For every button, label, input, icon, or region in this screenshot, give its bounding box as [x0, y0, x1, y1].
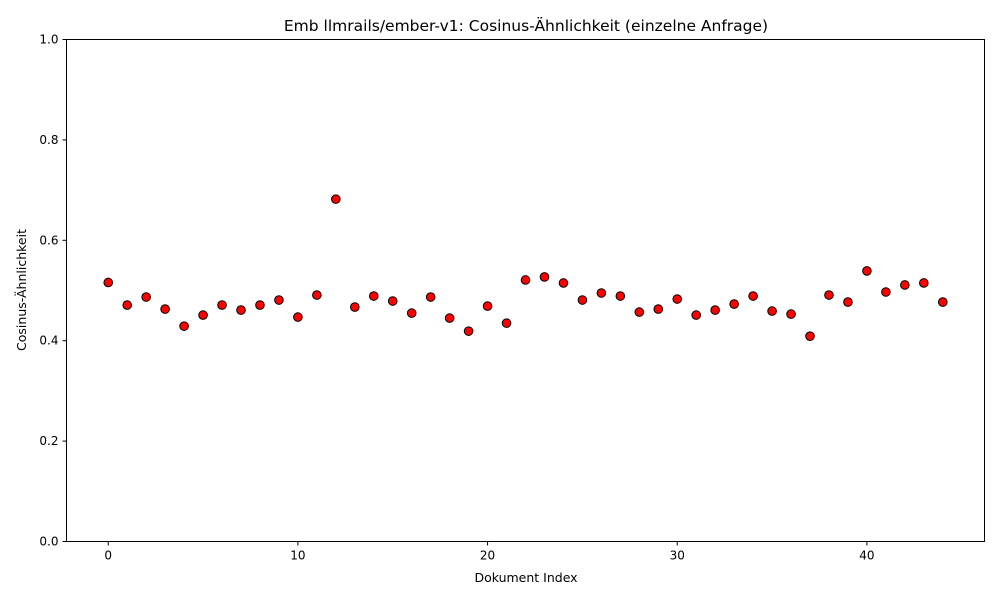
data-point: [501, 318, 512, 328]
data-point: [558, 278, 569, 288]
data-point: [862, 266, 872, 276]
x-tick-label: 30: [670, 549, 685, 563]
plot-frame: [66, 39, 985, 542]
data-point: [179, 321, 189, 331]
data-point: [141, 292, 151, 302]
data-point: [198, 310, 208, 320]
y-tick-label: 0.6: [39, 233, 58, 247]
data-point: [805, 331, 815, 341]
x-axis: 0 10 20 30 40: [104, 541, 875, 563]
x-tick-label: 0: [104, 549, 112, 563]
data-point: [122, 300, 132, 310]
y-tick-label: 0.4: [39, 334, 58, 348]
data-point: [843, 297, 853, 307]
data-point: [463, 326, 474, 336]
x-tick-label: 20: [480, 549, 495, 563]
data-point: [425, 292, 436, 302]
data-point: [786, 309, 796, 319]
data-point: [919, 278, 929, 288]
data-point: [160, 304, 170, 314]
data-point: [255, 300, 265, 310]
data-point: [274, 295, 284, 305]
data-point: [672, 294, 683, 304]
plot-area: [103, 194, 948, 341]
data-point: [217, 300, 227, 310]
y-tick-label: 0.8: [39, 133, 58, 147]
y-tick-label: 1.0: [39, 33, 58, 47]
data-point: [691, 310, 702, 320]
data-point: [539, 272, 550, 282]
y-axis-label: Cosinus-Ähnlichkeit: [14, 229, 29, 351]
data-point: [881, 287, 891, 297]
chart-title: Emb llmrails/ember-v1: Cosinus-Ähnlichke…: [284, 16, 768, 35]
x-tick-label: 40: [859, 549, 874, 563]
y-axis: 0.0 0.2 0.4 0.6 0.8 1.0: [39, 33, 67, 549]
data-point: [444, 313, 455, 323]
data-point: [615, 291, 626, 301]
x-tick-label: 10: [290, 549, 305, 563]
data-point: [596, 288, 607, 298]
data-point: [767, 306, 777, 316]
x-axis-label: Dokument Index: [474, 570, 577, 585]
data-point: [293, 312, 303, 322]
y-tick-label: 0.2: [39, 434, 58, 448]
data-point: [900, 280, 910, 290]
data-point: [520, 275, 531, 285]
data-point: [312, 290, 322, 300]
data-point: [937, 297, 948, 307]
data-point: [103, 277, 114, 288]
data-point: [710, 305, 720, 315]
data-point: [653, 304, 664, 314]
data-point: [236, 305, 246, 315]
data-point: [482, 301, 493, 311]
data-point: [577, 295, 588, 305]
data-point: [634, 307, 645, 317]
data-point: [387, 296, 398, 306]
data-point: [824, 290, 834, 300]
y-tick-label: 0.0: [39, 535, 58, 549]
data-point: [349, 302, 360, 312]
data-point: [406, 308, 417, 318]
data-point: [368, 291, 379, 301]
data-point: [331, 194, 341, 204]
data-point: [748, 291, 758, 301]
data-point: [729, 299, 739, 309]
